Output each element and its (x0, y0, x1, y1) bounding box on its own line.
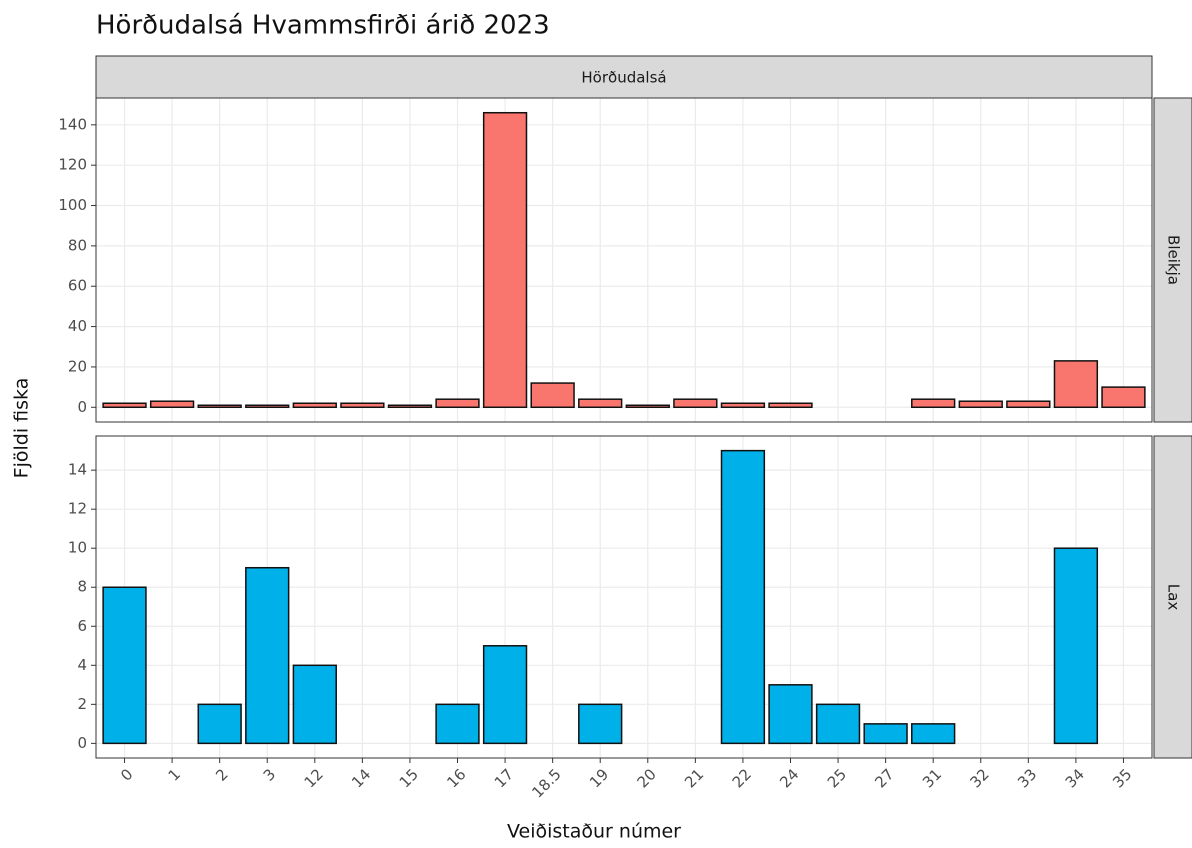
bar (102, 402, 147, 409)
y-tick-label: 140 (58, 115, 87, 133)
facet-strip (1153, 435, 1192, 759)
x-tick-label: 35 (1109, 765, 1135, 791)
y-tick-label: 0 (77, 398, 87, 416)
y-tick-label: 4 (77, 656, 87, 674)
x-tick-label: 21 (681, 765, 707, 791)
bar (149, 400, 195, 409)
x-tick-label: 1 (165, 765, 184, 784)
x-tick-label: 32 (967, 765, 993, 791)
bar (387, 404, 433, 409)
strip-label: Hörðudalsá (581, 69, 666, 87)
bar (197, 703, 242, 745)
bar (530, 382, 575, 409)
bar (435, 703, 480, 745)
x-axis-label: Veiðistaður númer (507, 821, 681, 843)
x-tick-label: 16 (443, 765, 469, 791)
bar (720, 449, 766, 745)
bar (292, 664, 337, 745)
y-tick-label: 6 (77, 617, 87, 635)
bar (911, 723, 956, 745)
chart-title: Hörðudalsá Hvammsfirði árið 2023 (96, 11, 550, 41)
bar (578, 703, 623, 745)
bar (197, 404, 242, 409)
bar (340, 402, 385, 409)
bar (1053, 547, 1099, 745)
x-tick-label: 31 (919, 765, 945, 791)
y-tick-label: 40 (68, 317, 87, 335)
x-tick-label: 34 (1062, 765, 1088, 791)
bar (1101, 386, 1146, 409)
y-axis-label: Fjöldi fiska (11, 378, 33, 479)
bar (720, 402, 766, 409)
y-tick-label: 2 (77, 695, 87, 713)
bar (102, 586, 147, 745)
x-tick-label: 2 (212, 765, 231, 784)
y-tick-label: 120 (58, 156, 87, 174)
panel (96, 98, 1152, 422)
x-tick-label: 17 (491, 765, 517, 791)
bar (625, 404, 670, 409)
bar (958, 400, 1003, 409)
bar (815, 703, 861, 745)
bar (1053, 360, 1099, 409)
bar (768, 684, 813, 745)
x-tick-label: 33 (1014, 765, 1040, 791)
y-tick-label: 8 (77, 578, 87, 596)
bar (482, 645, 528, 745)
y-tick-label: 0 (77, 734, 87, 752)
x-tick-label: 19 (586, 765, 612, 791)
y-tick-label: 60 (68, 277, 87, 295)
x-tick-label: 22 (729, 765, 755, 791)
bar (863, 723, 908, 745)
bar (245, 404, 290, 409)
facet-strip (1153, 97, 1192, 423)
y-tick-label: 80 (68, 236, 87, 254)
x-tick-label: 24 (776, 765, 802, 791)
bar (768, 402, 813, 409)
x-tick-label: 20 (634, 765, 660, 791)
bar (292, 402, 337, 409)
bar (911, 398, 956, 409)
bar (673, 398, 718, 409)
bar (245, 566, 290, 745)
panel-border (95, 435, 1153, 759)
strip (95, 55, 1153, 99)
bar (1006, 400, 1051, 409)
panel-border (95, 97, 1153, 423)
y-tick-label: 14 (68, 461, 87, 479)
x-tick-label: 3 (260, 765, 279, 784)
y-tick-label: 10 (68, 539, 87, 557)
x-tick-label: 14 (348, 765, 374, 791)
facet-label: Lax (1165, 584, 1183, 611)
x-tick-label: 0 (117, 765, 136, 784)
x-tick-label: 18.5 (528, 765, 564, 801)
bar (482, 111, 528, 409)
y-tick-label: 12 (68, 500, 87, 518)
bar (578, 398, 623, 409)
bar (435, 398, 480, 409)
x-tick-label: 12 (301, 765, 327, 791)
x-tick-label: 27 (871, 765, 897, 791)
x-tick-label: 25 (824, 765, 850, 791)
facet-label: Bleikja (1165, 235, 1183, 285)
y-tick-label: 100 (58, 196, 87, 214)
x-tick-label: 15 (396, 765, 422, 791)
y-tick-label: 20 (68, 357, 87, 375)
